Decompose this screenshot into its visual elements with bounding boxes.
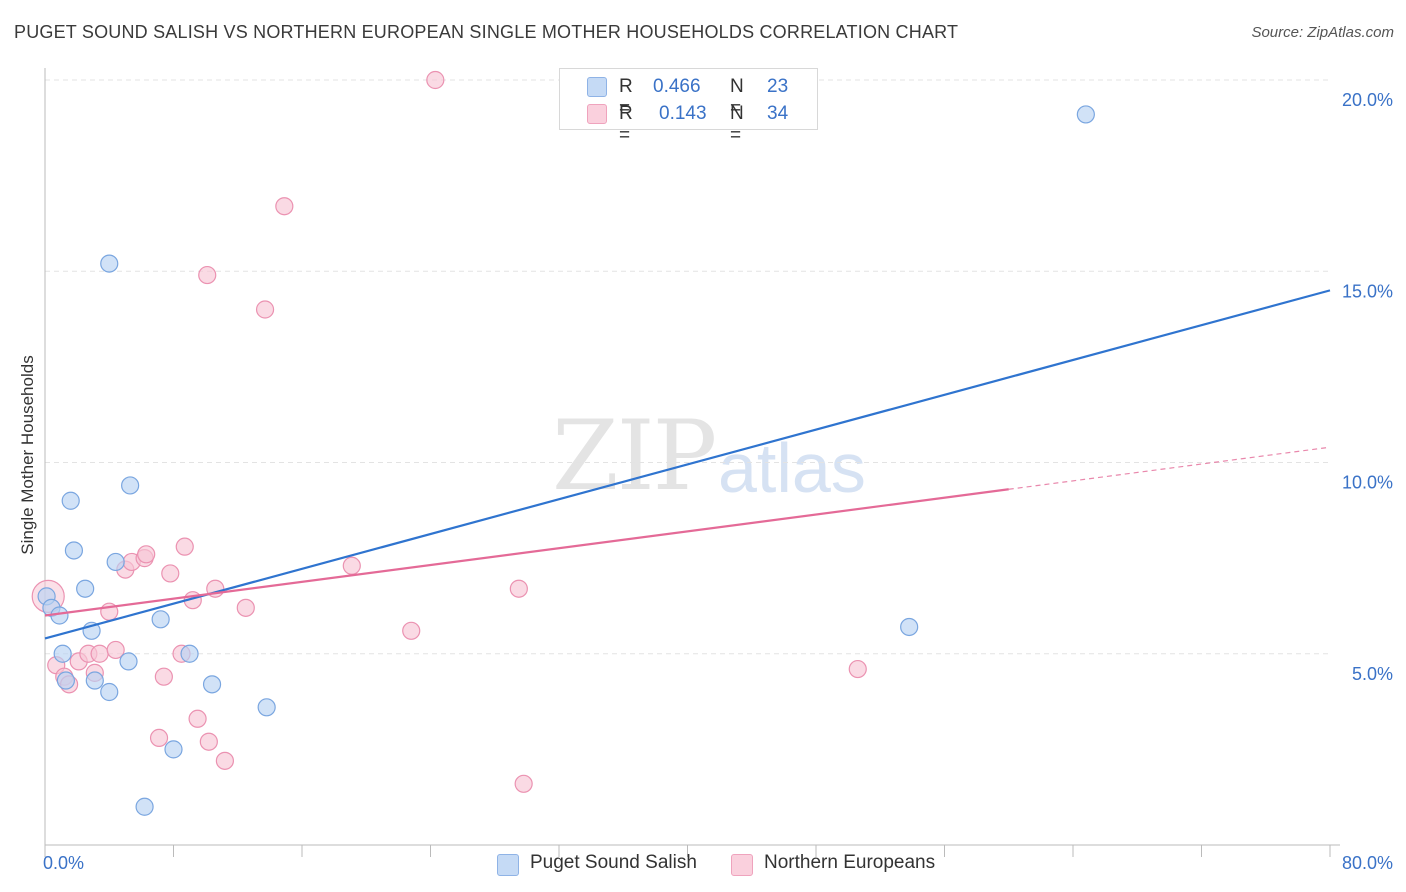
northern-point	[154, 667, 173, 686]
salish-point	[900, 617, 919, 637]
northern-point	[188, 709, 207, 728]
legend-n-value: 34	[767, 103, 789, 124]
bottom-legend-label-salish: Puget Sound Salish	[530, 852, 697, 873]
legend-r-label: R =	[619, 76, 633, 119]
northern-point	[426, 70, 445, 90]
salish-point	[1076, 105, 1095, 124]
salish-trend-line	[44, 289, 1331, 640]
legend-r-label: R =	[619, 103, 633, 146]
x-tick-label: 0.0%	[43, 853, 84, 873]
salish-point	[64, 541, 84, 560]
legend-n-value: 23	[767, 76, 789, 97]
salish-point	[180, 644, 199, 663]
salish-point	[100, 254, 119, 273]
bottom-legend-swatch-northern	[731, 854, 753, 876]
bottom-legend-swatch-salish	[497, 854, 519, 876]
northern-point	[402, 621, 421, 640]
y-tick-label: 10.0%	[1342, 473, 1393, 493]
northern-point	[236, 598, 255, 617]
northern-point	[514, 774, 533, 793]
legend-swatch-salish	[587, 77, 607, 97]
northern-point	[137, 545, 156, 564]
northern-trend-extension	[1008, 446, 1331, 490]
northern-point	[106, 640, 125, 660]
northern-point	[161, 564, 180, 583]
legend-n-label: N =	[730, 103, 744, 146]
legend-r-value: 0.143	[659, 103, 707, 124]
salish-point	[135, 797, 154, 816]
legend-r-value: 0.466	[653, 76, 701, 97]
northern-point	[175, 537, 194, 556]
watermark-atlas: atlas	[718, 429, 866, 507]
legend-n-label: N =	[730, 76, 744, 119]
northern-point	[198, 265, 217, 285]
northern-point	[342, 556, 361, 575]
stats-legend: R = 0.466 N = 23 R = 0.143 N = 34	[559, 68, 818, 146]
legend-swatch-northern	[587, 104, 607, 124]
y-axis-title: Single Mother Households	[18, 355, 37, 555]
chart-title: PUGET SOUND SALISH VS NORTHERN EUROPEAN …	[14, 22, 959, 42]
salish-point	[257, 698, 276, 717]
x-tick-label: 80.0%	[1342, 853, 1393, 873]
northern-point	[215, 751, 234, 770]
salish-point	[119, 652, 138, 671]
northern-point	[848, 659, 867, 679]
chart-source: Source: ZipAtlas.com	[1251, 24, 1394, 41]
salish-point	[76, 579, 95, 598]
salish-point	[56, 671, 75, 690]
salish-point	[106, 552, 125, 572]
salish-point	[100, 682, 119, 702]
salish-point	[151, 610, 170, 629]
northern-point	[90, 644, 109, 663]
salish-point	[164, 740, 183, 759]
northern-point	[509, 579, 528, 598]
northern-point	[199, 732, 218, 751]
northern-point	[275, 197, 294, 216]
salish-point	[50, 606, 69, 625]
salish-point	[53, 644, 72, 663]
northern-point	[149, 728, 169, 748]
y-tick-label: 5.0%	[1352, 664, 1393, 684]
salish-point	[202, 675, 222, 694]
bottom-legend-label-northern: Northern Europeans	[764, 852, 936, 873]
salish-point	[61, 491, 80, 510]
salish-point	[121, 476, 140, 495]
northern-trend-line	[44, 488, 1009, 617]
salish-point	[85, 671, 104, 690]
y-tick-label: 20.0%	[1342, 90, 1393, 110]
northern-point	[255, 300, 275, 319]
y-tick-label: 15.0%	[1342, 281, 1393, 301]
